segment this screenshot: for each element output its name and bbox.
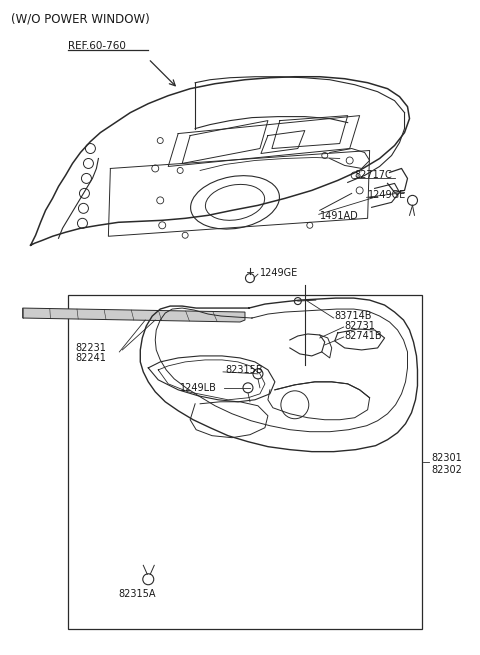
Text: 83714B: 83714B [335, 311, 372, 321]
Polygon shape [23, 308, 245, 322]
Text: 82741B: 82741B [345, 331, 383, 341]
Text: 82315A: 82315A [119, 590, 156, 599]
Text: REF.60-760: REF.60-760 [69, 41, 126, 51]
Text: 1249GE: 1249GE [260, 268, 298, 278]
Text: 82241: 82241 [75, 353, 107, 363]
Text: 1491AD: 1491AD [320, 212, 359, 221]
Text: 82717C: 82717C [355, 170, 393, 180]
Text: 82302: 82302 [432, 464, 462, 475]
Text: (W/O POWER WINDOW): (W/O POWER WINDOW) [11, 12, 149, 26]
Text: 82731: 82731 [345, 321, 375, 331]
Text: 1249GE: 1249GE [368, 191, 406, 200]
Text: 82231: 82231 [75, 343, 107, 353]
Text: 82301: 82301 [432, 453, 462, 462]
Bar [69, 295, 422, 629]
Text: 1249LB: 1249LB [180, 383, 217, 393]
Text: 82315B: 82315B [225, 365, 263, 375]
